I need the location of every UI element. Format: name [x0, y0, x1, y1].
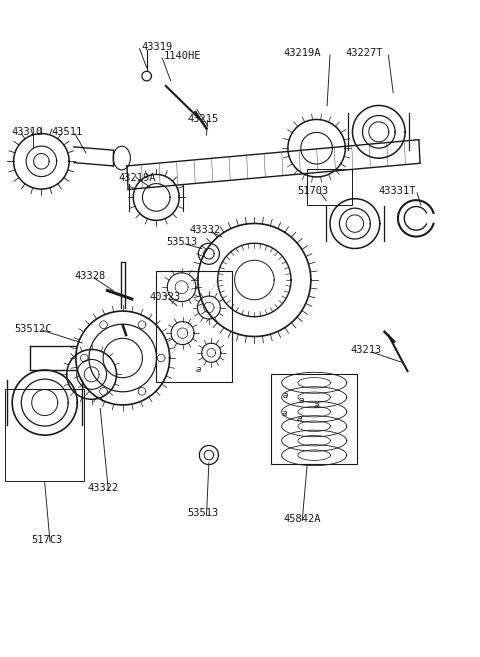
Bar [307, 170, 352, 205]
Text: a: a [297, 415, 302, 424]
Text: 43213: 43213 [350, 345, 381, 355]
Text: 43227T: 43227T [345, 48, 383, 58]
Text: a: a [282, 409, 287, 419]
Text: 43328: 43328 [75, 271, 106, 281]
Bar [271, 374, 357, 464]
Text: a: a [283, 391, 288, 400]
Text: 43331T: 43331T [379, 186, 416, 196]
Text: a: a [299, 396, 304, 405]
Bar [156, 271, 232, 382]
Text: 53512C: 53512C [14, 323, 51, 334]
Text: 53513: 53513 [187, 509, 218, 518]
Text: 43511: 43511 [51, 127, 82, 137]
Text: a: a [314, 401, 319, 411]
Text: 43219A: 43219A [118, 173, 156, 183]
Text: 43322: 43322 [88, 484, 119, 493]
Text: 53513: 53513 [166, 237, 197, 247]
Text: 43219A: 43219A [283, 48, 321, 58]
Text: 43215: 43215 [187, 114, 218, 124]
Text: 40323: 40323 [149, 292, 180, 302]
Text: 43310: 43310 [11, 127, 42, 137]
Text: 43332: 43332 [190, 225, 221, 235]
Text: a: a [195, 365, 201, 374]
Text: 43319: 43319 [142, 41, 173, 52]
Text: 51703: 51703 [298, 186, 329, 196]
Text: 517C3: 517C3 [32, 535, 63, 545]
Text: 1140HE: 1140HE [163, 51, 201, 61]
Text: 45842A: 45842A [283, 514, 321, 524]
Bar [5, 390, 84, 482]
